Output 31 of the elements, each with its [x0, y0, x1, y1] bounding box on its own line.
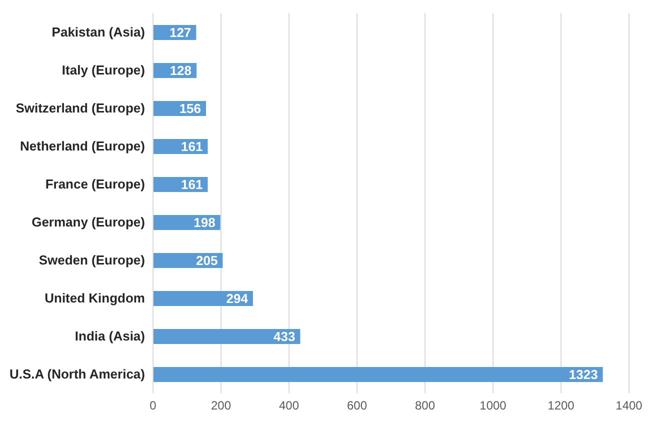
x-tick-label: 200 [210, 398, 232, 413]
bar [153, 291, 253, 306]
y-tick-label: Netherland (Europe) [20, 138, 145, 154]
data-label: 161 [181, 139, 203, 154]
y-tick-label: Switzerland (Europe) [16, 100, 145, 116]
data-label: 433 [274, 329, 296, 344]
x-tick-label: 400 [278, 398, 300, 413]
data-label: 127 [169, 25, 192, 40]
bar [153, 329, 300, 344]
data-label: 128 [170, 63, 192, 78]
y-tick-label: Sweden (Europe) [38, 252, 145, 268]
data-label: 1323 [568, 367, 598, 382]
y-tick-label: Pakistan (Asia) [52, 24, 145, 40]
y-tick-label: United Kingdom [44, 290, 145, 306]
x-tick-label: 1000 [480, 398, 507, 413]
data-label: 156 [179, 101, 202, 116]
data-label: 161 [181, 177, 203, 192]
y-tick-label: U.S.A (North America) [9, 366, 145, 382]
y-tick-label: France (Europe) [45, 176, 145, 192]
data-label: 205 [196, 253, 218, 268]
y-tick-label: Italy (Europe) [62, 62, 145, 78]
data-label: 294 [226, 291, 249, 306]
x-tick-label: 0 [150, 398, 157, 413]
y-tick-label: Germany (Europe) [32, 214, 145, 230]
x-tick-label: 600 [346, 398, 368, 413]
x-tick-label: 1400 [616, 398, 643, 413]
y-tick-label: India (Asia) [74, 328, 145, 344]
x-tick-label: 1200 [548, 398, 575, 413]
data-label: 198 [194, 215, 216, 230]
x-tick-label: 800 [414, 398, 436, 413]
bar [153, 367, 603, 382]
